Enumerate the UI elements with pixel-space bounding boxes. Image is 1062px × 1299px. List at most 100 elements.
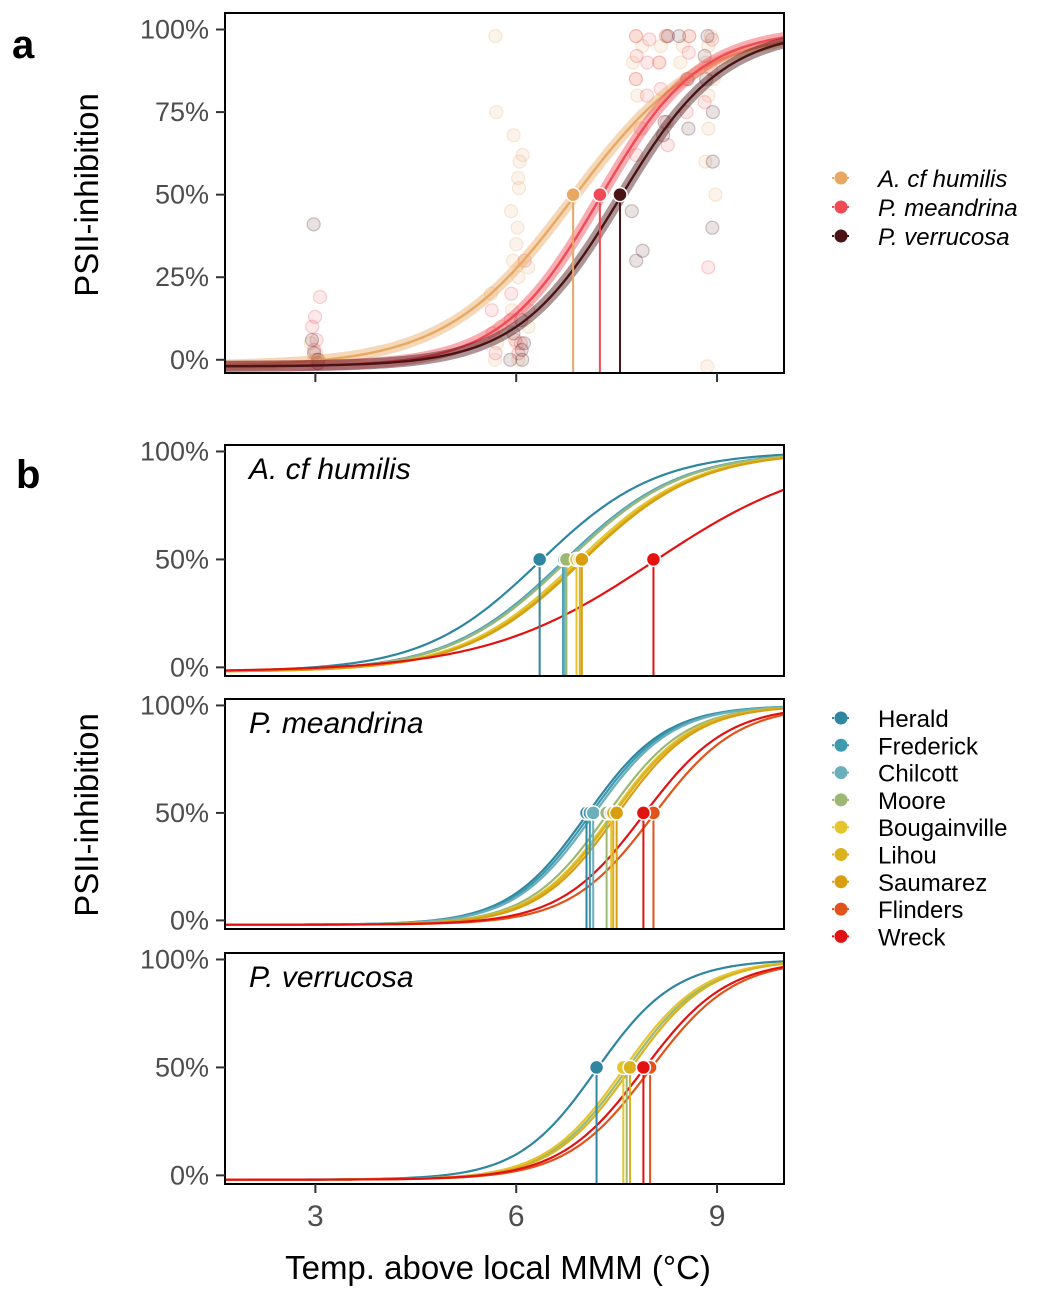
panel-a-y-tick-label: 0% [170,345,209,375]
panel-b-fit-curve [225,965,784,1181]
panel-b-fit-curve [225,713,784,926]
panel-a-data-point [703,29,719,44]
panel-a-data-point [653,38,668,54]
panel-b-facet-y-tick-label: 100% [140,690,209,720]
panel-a-data-point [659,114,674,130]
panel-a-data-point [704,32,720,47]
panel-a-data-point [681,121,696,136]
panel-a-fit-curve [225,41,784,368]
panel-a-data-point [514,342,529,357]
panel-a-data-point [515,352,530,367]
legend-a-key-dot [834,200,848,214]
panel-a-data-point [673,55,688,70]
legend-b-key-dot [834,738,848,752]
legend-b-label: Frederick [878,733,979,760]
panel-b-fit-curve [225,962,784,1181]
legend-b-label: Saumarez [878,870,987,897]
panel-b-fit-curve [225,457,784,673]
panel-a-data-point [305,319,320,334]
panel-a-data-point [682,29,697,44]
panel-a-data-point [698,154,713,169]
legend-b-key-dot [834,793,848,807]
panel-a-data-point [503,352,518,367]
panel-a-plot-area [225,29,784,373]
panel-b-ed50-point [608,805,625,821]
panel-a-data-point [708,187,723,202]
panel-a-data-point [512,154,527,169]
panel-a-data-point [701,260,716,275]
panel-a-data-point [705,220,720,235]
panel-a-data-point [521,260,536,275]
legend-b-key-dot [834,929,848,943]
legend-b-key-dot [834,711,848,725]
panel-a-data-point [511,352,526,367]
panel-a-y-tick-label: 100% [140,15,209,45]
panel-a-data-point [699,71,714,87]
legend-b-label: Chilcott [878,761,958,788]
panel-b-facet-plot-frame [224,698,785,930]
legend-b-key-dot [834,848,848,861]
panel-b-facet-title: A. cf humilis [247,453,411,486]
panel-b-fit-curve [225,488,784,672]
panel-a-data-point [701,121,716,136]
panel-a-data-point [652,55,667,70]
panel-a-data-point [513,336,528,351]
panel-b-fit-curve [225,706,784,926]
panel-a-y-tick-label: 50% [155,180,209,210]
panel-a-data-point [659,29,674,44]
panel-b-fit-curve [225,962,784,1181]
panel-a-y-tick-label: 25% [155,262,209,292]
legend-b-label: Moore [878,788,946,815]
panel-a-data-point [521,319,536,334]
panel-a-data-point [629,253,644,268]
panel-b-ed50-point [622,1059,638,1076]
panel-b-facet: 0% 50% 100% A. cf humilis [140,436,785,682]
panel-a-data-point [640,55,655,70]
panel-a-data-point [651,55,667,70]
panel-a-data-point [509,336,525,351]
panel-b-facet-plot-area [225,705,784,929]
panel-a-data-point [628,29,644,44]
panel-a-data-point [642,32,657,47]
panel-a-data-point [660,138,675,153]
panel-a-data-point [633,121,648,136]
panel-a-data-point [705,104,720,120]
panel-a-data-point [635,38,650,54]
panel-a-data-point [489,104,504,120]
panel-a-data-point [506,128,521,143]
panel-a-data-point [700,29,715,44]
panel-a-data-point [309,332,324,348]
panel-a-data-point [697,48,712,64]
panel-a-data-point [658,29,673,44]
panel-a-data-point [701,88,716,103]
legend-a-key-dot [834,171,848,185]
panel-a-data-point [656,128,671,143]
legend-b-label: Flinders [878,897,963,924]
panel-b-chart: 0% 50% 100% A. cf humilis 0% 50% 100% P. meandr… [140,436,1007,1233]
panel-b-fit-curve [225,707,784,926]
panel-a-data-point [682,29,697,44]
panel-a-data-point [629,48,644,64]
legend-b-label: Lihou [878,843,937,870]
legend-b-label: Bougainville [878,815,1007,842]
legend-b-key-dot [834,902,848,916]
panel-b-fit-curve [225,711,784,926]
panel-a-data-point [624,204,639,219]
panel-b-facet-y-tick-label: 50% [155,798,209,828]
panel-a-data-point [660,29,676,44]
panel-b-fit-curve [225,453,784,672]
panel-a-data-point [487,352,503,367]
panel-a-data-point [706,71,721,87]
panel-b-facet-y-tick-label: 50% [155,1052,209,1082]
panel-a-data-point [511,171,526,186]
panel-a-ed50-point [565,186,581,203]
legend-b-key-dot [834,820,848,834]
panel-b-ed50-point [531,551,548,568]
panel-a-data-point [630,88,645,103]
panel-a-data-point [484,303,499,318]
panel-a-plot-frame [224,12,785,374]
panel-b-facet-y-tick-label: 50% [155,544,209,574]
panel-a-data-point [508,332,523,348]
panel-a-data-point [514,313,529,328]
panel-b-ed50-point [588,1059,605,1076]
